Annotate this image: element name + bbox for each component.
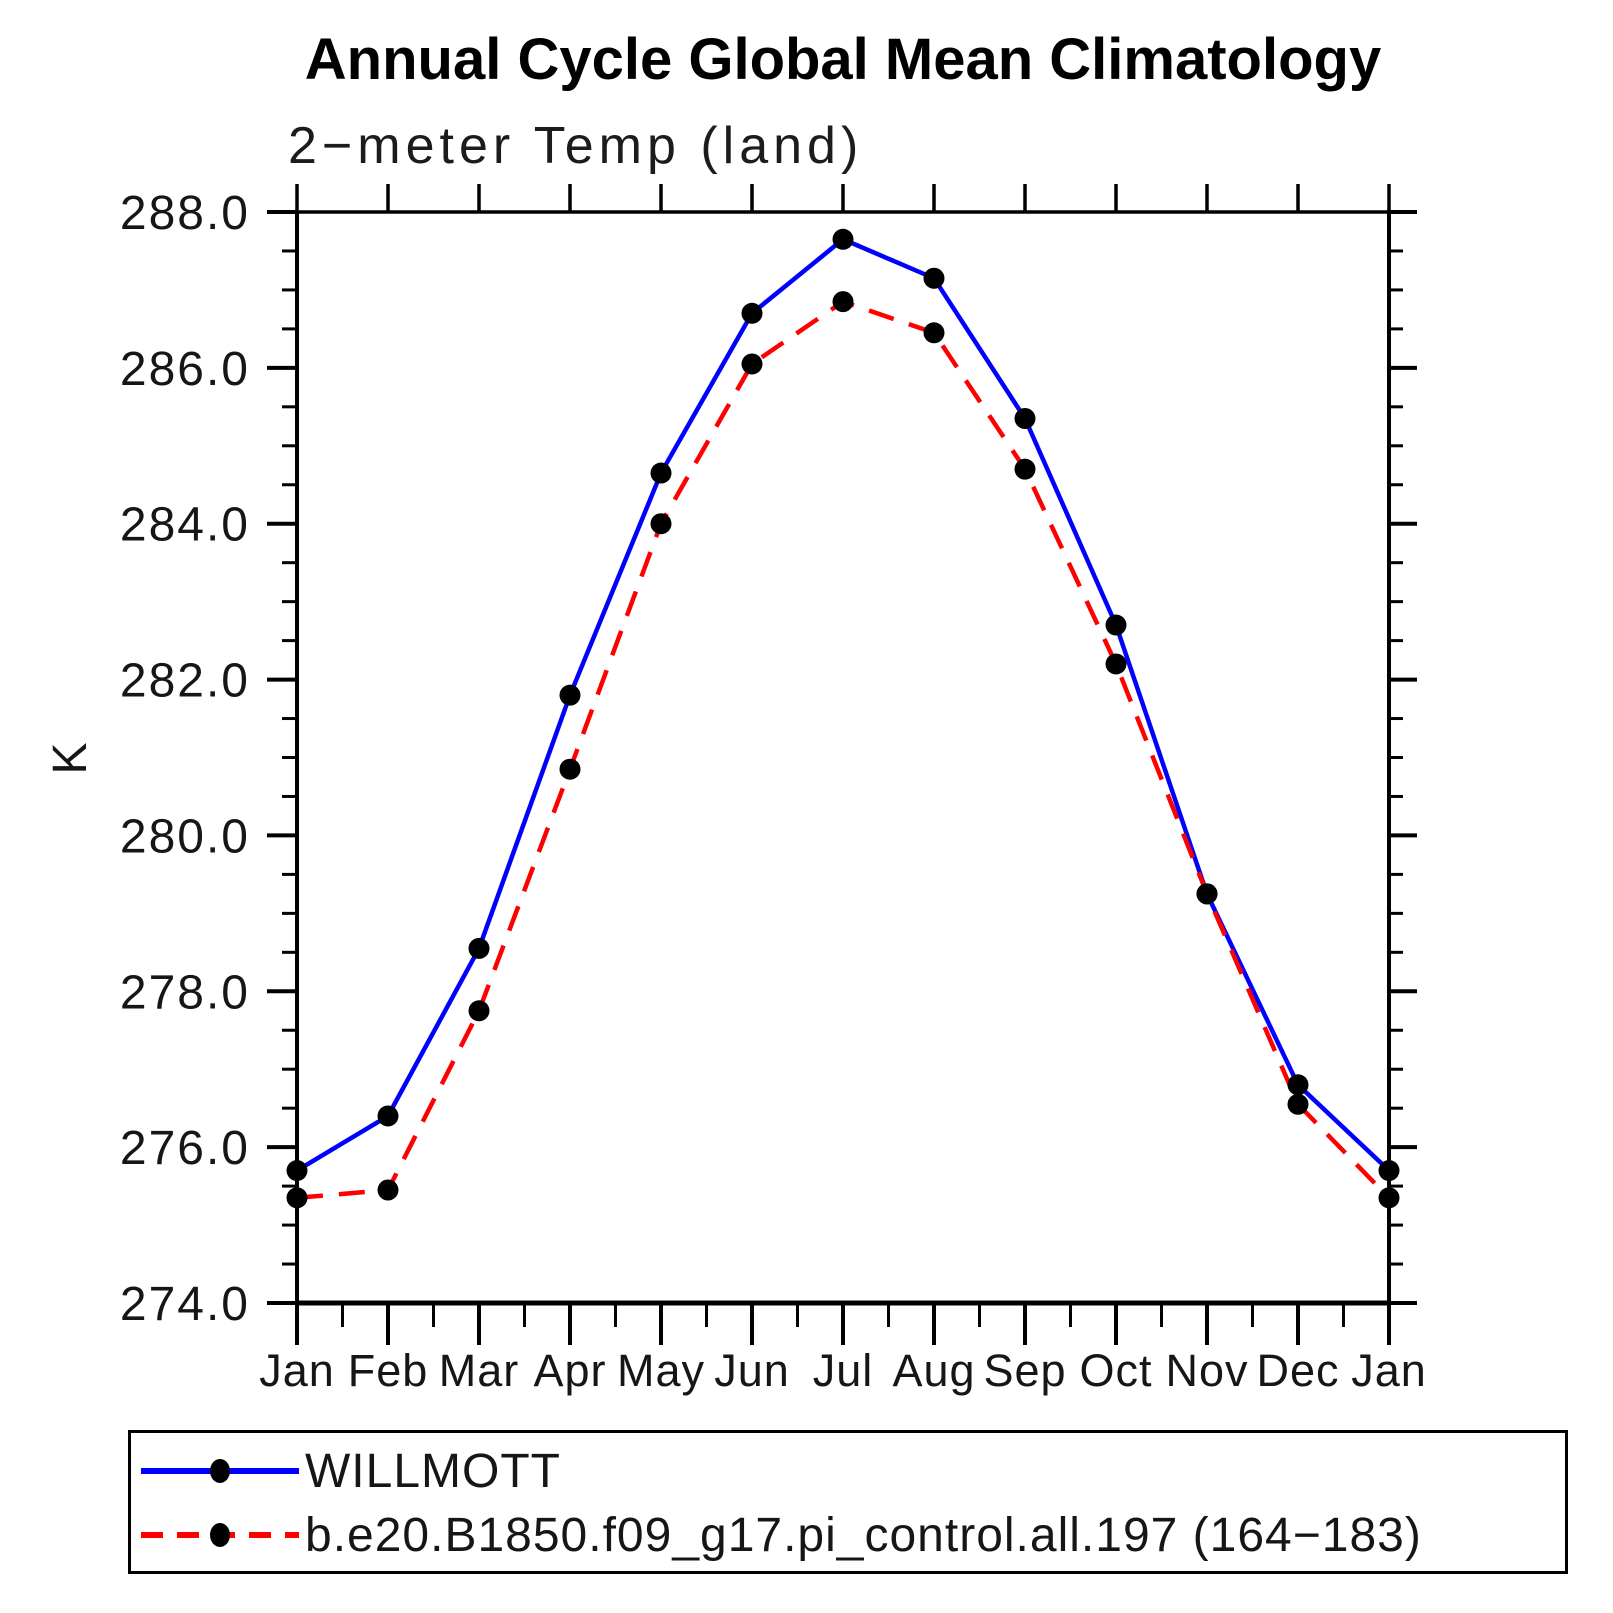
y-axis-ticks: [267, 210, 1417, 1305]
svg-text:Dec: Dec: [1256, 1345, 1339, 1396]
chart-title: Annual Cycle Global Mean Climatology: [304, 27, 1382, 92]
svg-text:Nov: Nov: [1165, 1345, 1248, 1396]
svg-text:274.0: 274.0: [120, 1278, 250, 1331]
legend-sample-willmott: [141, 1459, 299, 1483]
svg-text:K: K: [44, 740, 97, 774]
legend-label-willmott: WILLMOTT: [305, 1444, 561, 1498]
svg-text:Jan: Jan: [1351, 1345, 1427, 1396]
legend-sample-model: [141, 1523, 299, 1547]
legend-entry-willmott: WILLMOTT: [139, 1444, 561, 1498]
x-axis-ticks: [295, 184, 1391, 1345]
y-axis-labels: 274.0 276.0 278.0 280.0 282.0 284.0 286.0 288.0…: [44, 187, 250, 1331]
svg-text:276.0: 276.0: [120, 1122, 250, 1175]
svg-text:Jun: Jun: [714, 1345, 790, 1396]
svg-text:May: May: [617, 1345, 705, 1396]
series-1-markers: [286, 291, 1400, 1209]
series-0-markers: [286, 228, 1400, 1182]
series-1-line: [296, 299, 1391, 1201]
svg-text:278.0: 278.0: [120, 966, 250, 1019]
svg-text:Mar: Mar: [439, 1345, 520, 1396]
chart-subtitle: 2−meter Temp (land): [288, 117, 864, 175]
svg-text:Aug: Aug: [892, 1345, 975, 1396]
svg-text:Oct: Oct: [1079, 1345, 1152, 1396]
legend-label-model: b.e20.B1850.f09_g17.pi_control.all.197 (…: [305, 1508, 1422, 1562]
svg-text:288.0: 288.0: [120, 187, 250, 240]
svg-text:Apr: Apr: [533, 1345, 606, 1396]
legend-marker-dot: [210, 1459, 230, 1483]
svg-text:280.0: 280.0: [120, 810, 250, 863]
svg-text:284.0: 284.0: [120, 499, 250, 552]
svg-text:Jul: Jul: [813, 1345, 874, 1396]
legend-marker-dot: [210, 1523, 230, 1547]
svg-text:Sep: Sep: [983, 1345, 1066, 1396]
svg-text:286.0: 286.0: [120, 343, 250, 396]
svg-text:Feb: Feb: [348, 1345, 429, 1396]
axes-frame: [295, 210, 1391, 1306]
series-0-line: [295, 236, 1391, 1173]
legend-box: WILLMOTT b.e20.B1850.f09_g17.pi_control.…: [128, 1430, 1568, 1574]
x-axis-labels: Jan Feb Mar Apr May Jun Jul Aug Sep Oct Nov Dec Jan: [259, 1345, 1427, 1396]
legend-entry-model: b.e20.B1850.f09_g17.pi_control.all.197 (…: [139, 1508, 1422, 1562]
svg-text:282.0: 282.0: [120, 655, 250, 708]
svg-text:Jan: Jan: [259, 1345, 335, 1396]
